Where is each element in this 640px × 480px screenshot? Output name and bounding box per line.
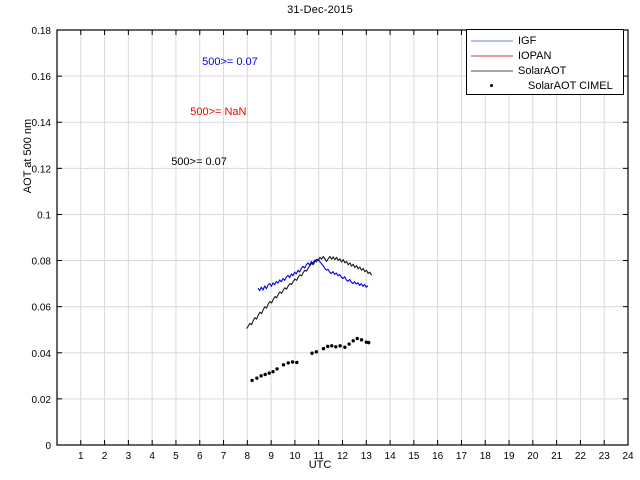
legend-swatch-igf bbox=[471, 33, 513, 48]
svg-text:24: 24 bbox=[622, 451, 634, 462]
chart-title: 31-Dec-2015 bbox=[287, 4, 353, 16]
svg-text:3: 3 bbox=[126, 451, 132, 462]
svg-text:0.16: 0.16 bbox=[32, 72, 52, 83]
svg-text:17: 17 bbox=[456, 451, 468, 462]
legend-label-igf: IGF bbox=[518, 34, 537, 47]
svg-text:0.02: 0.02 bbox=[32, 395, 52, 406]
y-axis-label: AOT at 500 nm bbox=[22, 118, 34, 194]
svg-text:1: 1 bbox=[78, 451, 84, 462]
svg-text:23: 23 bbox=[599, 451, 611, 462]
legend-label-solaraot-cimel: SolarAOT CIMEL bbox=[528, 79, 613, 92]
svg-text:10: 10 bbox=[289, 451, 301, 462]
legend-item-iopan: IOPAN bbox=[467, 48, 623, 63]
svg-text:6: 6 bbox=[197, 451, 203, 462]
svg-text:5: 5 bbox=[173, 451, 179, 462]
annotation-solaraot-mean: 500>= 0.07 bbox=[171, 155, 227, 168]
svg-text:8: 8 bbox=[245, 451, 251, 462]
legend-item-solaraot: SolarAOT bbox=[467, 63, 623, 78]
legend: IGF IOPAN SolarAOT SolarAOT CIMEL bbox=[466, 29, 624, 95]
svg-text:7: 7 bbox=[221, 451, 227, 462]
svg-text:16: 16 bbox=[432, 451, 444, 462]
annotation-iopan-mean: 500>= NaN bbox=[190, 106, 247, 118]
svg-text:0: 0 bbox=[45, 441, 51, 452]
svg-text:20: 20 bbox=[527, 451, 539, 462]
x-axis-label: UTC bbox=[308, 459, 332, 471]
legend-swatch-iopan bbox=[471, 48, 513, 63]
svg-text:19: 19 bbox=[503, 451, 515, 462]
svg-text:4: 4 bbox=[149, 451, 155, 462]
svg-text:0.06: 0.06 bbox=[32, 303, 52, 314]
legend-label-iopan: IOPAN bbox=[518, 49, 552, 62]
svg-text:9: 9 bbox=[268, 451, 274, 462]
legend-label-solaraot: SolarAOT bbox=[518, 64, 567, 77]
gridlines bbox=[57, 30, 628, 445]
legend-swatch-solaraot bbox=[471, 63, 513, 78]
svg-text:0.14: 0.14 bbox=[32, 118, 52, 129]
svg-text:13: 13 bbox=[361, 451, 373, 462]
svg-text:0.18: 0.18 bbox=[32, 26, 52, 37]
svg-text:11: 11 bbox=[314, 451, 325, 462]
svg-text:14: 14 bbox=[385, 451, 397, 462]
svg-text:22: 22 bbox=[575, 451, 587, 462]
svg-text:0.08: 0.08 bbox=[32, 257, 52, 268]
svg-text:18: 18 bbox=[480, 451, 492, 462]
svg-text:0.04: 0.04 bbox=[32, 349, 52, 360]
svg-text:2: 2 bbox=[102, 451, 108, 462]
series-solaraot-cimel bbox=[250, 336, 371, 383]
legend-swatch-solaraot-cimel bbox=[471, 78, 513, 93]
series-igf bbox=[257, 258, 369, 292]
svg-text:15: 15 bbox=[408, 451, 420, 462]
legend-item-solaraot-cimel: SolarAOT CIMEL bbox=[467, 78, 623, 93]
svg-text:12: 12 bbox=[337, 451, 349, 462]
annotation-igf-mean: 500>= 0.07 bbox=[202, 56, 258, 69]
series-solaraot bbox=[246, 255, 373, 329]
svg-text:21: 21 bbox=[551, 451, 563, 462]
svg-text:0.1: 0.1 bbox=[37, 210, 51, 221]
tick-marks: 1 2 3 4 5 6 7 8 9 10 11 12 13 14 15 16 17 18 19 20 21 22 23 240… bbox=[32, 26, 634, 462]
legend-item-igf: IGF bbox=[467, 33, 623, 48]
svg-text:0.12: 0.12 bbox=[32, 164, 52, 175]
